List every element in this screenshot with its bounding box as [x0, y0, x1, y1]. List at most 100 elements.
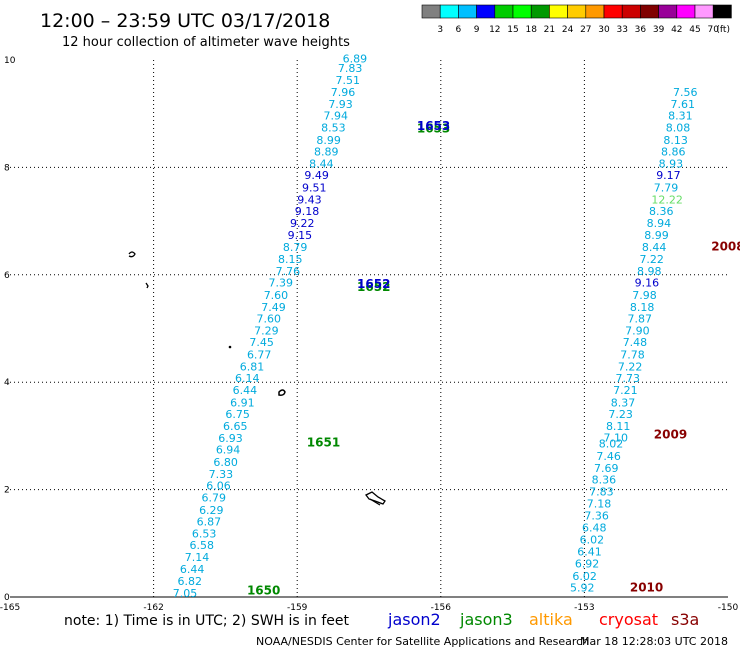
- data-point-label: 6.87: [197, 516, 222, 529]
- data-point-label: 8.94: [647, 217, 672, 230]
- data-point-label: 7.48: [623, 336, 648, 349]
- colorbar-swatch: [676, 4, 696, 19]
- colorbar-swatch: [640, 4, 659, 19]
- data-point-label: 7.83: [589, 486, 614, 499]
- data-point-label: 6.14: [235, 372, 260, 385]
- legend-altika: altika: [529, 610, 573, 629]
- data-point-label: 6.02: [572, 570, 597, 583]
- data-point-label: 6.77: [247, 349, 272, 362]
- data-point-label: 6.89: [343, 53, 368, 66]
- data-point-label: 6.58: [190, 539, 215, 552]
- colorbar-label: 27: [580, 25, 591, 35]
- y-tick-label: 8: [4, 163, 10, 173]
- data-point-label: 8.79: [283, 241, 308, 254]
- colorbar-swatch: [712, 4, 732, 19]
- data-point-label: 7.79: [654, 182, 679, 195]
- data-point-label: 7.83: [338, 62, 363, 75]
- time-label: 2009: [654, 428, 687, 442]
- series-jason3: 7.056.826.447.146.586.536.876.296.796.06…: [173, 53, 367, 600]
- data-point-label: 7.78: [620, 349, 645, 362]
- data-point-label: 8.13: [663, 134, 688, 147]
- data-point-label: 9.17: [656, 169, 681, 182]
- colorbar-label: 36: [635, 25, 647, 35]
- colorbar-label: 39: [653, 25, 665, 35]
- data-point-label: 6.53: [192, 527, 217, 540]
- data-point-label: 7.73: [616, 372, 641, 385]
- y-tick-label: 10: [4, 56, 16, 66]
- time-label: 1653: [417, 119, 450, 133]
- colorbar-swatch: [549, 4, 568, 19]
- data-point-label: 8.89: [314, 146, 339, 159]
- chart-subtitle: 12 hour collection of altimeter wave hei…: [62, 35, 350, 50]
- data-point-label: 7.46: [596, 450, 621, 463]
- x-tick-label: -159: [287, 603, 308, 613]
- colorbar-swatch: [567, 4, 587, 19]
- data-point-label: 7.93: [328, 98, 353, 111]
- data-point-label: 7.22: [639, 253, 664, 266]
- data-point-label: 6.02: [580, 533, 605, 546]
- axis-ticks: -165 -162 -159 -156 -153 -150 0 2 4 6 8 10: [0, 56, 738, 613]
- data-point-label: 6.41: [577, 546, 602, 559]
- data-point-label: 6.91: [230, 396, 255, 409]
- time-label: 1652: [357, 277, 390, 291]
- colorbar-label: 12: [489, 25, 500, 35]
- colorbar-label: 18: [525, 25, 537, 35]
- data-point-label: 7.56: [673, 86, 698, 99]
- data-point-label: 7.87: [627, 313, 652, 326]
- time-label: 1651: [307, 436, 340, 450]
- colorbar-label: 70: [707, 25, 719, 35]
- data-point-label: 7.22: [618, 360, 643, 373]
- data-point-label: 6.75: [225, 408, 250, 421]
- data-point-label: 6.06: [206, 480, 231, 493]
- time-label: 1652: [357, 280, 390, 294]
- colorbar-swatch: [694, 4, 714, 19]
- colorbar-swatch: [476, 4, 496, 19]
- x-tick-label: -165: [0, 603, 20, 613]
- data-point-label: 7.45: [249, 336, 273, 349]
- data-point-label: 7.36: [584, 510, 609, 523]
- footer-timestamp: Mar 18 12:28:03 UTC 2018: [580, 635, 728, 648]
- data-point-label: 7.33: [209, 468, 234, 481]
- satellite-legend: jason2 jason3 altika cryosat s3a: [387, 610, 699, 629]
- colorbar-swatch: [530, 4, 550, 19]
- data-point-label: 6.94: [216, 444, 241, 457]
- colorbar-swatch: [585, 4, 605, 19]
- legend-jason3: jason3: [459, 610, 513, 629]
- data-point-label: 7.05: [173, 587, 198, 600]
- series-cryosat: 5.926.026.926.416.026.487.367.187.838.36…: [570, 86, 697, 595]
- data-point-label: 7.69: [594, 462, 619, 475]
- data-point-label: 7.23: [608, 408, 633, 421]
- y-tick-label: 4: [4, 378, 10, 388]
- x-tick-label: -153: [574, 603, 594, 613]
- colorbar-legend: 3 6 9 12 15 18 21 24 27 30 33 36 39 42 45 70(ft): [421, 4, 732, 35]
- data-point-label: 6.92: [575, 557, 600, 570]
- data-point-label: 7.60: [264, 289, 289, 302]
- data-point-label: 6.44: [233, 384, 258, 397]
- data-point-label: 8.99: [644, 229, 669, 242]
- data-point-label: 7.96: [331, 86, 356, 99]
- colorbar-swatch: [658, 4, 678, 19]
- data-point-label: 8.53: [321, 121, 346, 134]
- footer-note: note: 1) Time is in UTC; 2) SWH is in fe…: [64, 613, 350, 629]
- data-point-label: 8.44: [309, 157, 334, 170]
- colorbar-swatch: [603, 4, 623, 19]
- colorbar-label: 9: [474, 25, 480, 35]
- colorbar-label: 24: [562, 25, 574, 35]
- data-point-label: 6.82: [178, 575, 203, 588]
- grid-lines: [10, 60, 728, 597]
- data-point-label: 8.36: [592, 474, 617, 487]
- x-tick-label: -162: [143, 603, 163, 613]
- data-point-label: 8.02: [599, 438, 624, 451]
- data-point-label: 7.29: [254, 324, 279, 337]
- data-point-label: 6.48: [582, 521, 607, 534]
- time-label: 1653: [417, 121, 450, 135]
- data-point-label: 8.98: [637, 265, 662, 278]
- colorbar-label: 42: [671, 25, 682, 35]
- data-point-label: 5.92: [570, 582, 595, 595]
- colorbar-label: 6: [456, 25, 462, 35]
- time-label: 2008: [711, 240, 740, 254]
- colorbar-swatch: [494, 4, 514, 19]
- x-tick-label: -156: [431, 603, 452, 613]
- chart-title: 12:00 – 23:59 UTC 03/17/2018: [40, 10, 330, 32]
